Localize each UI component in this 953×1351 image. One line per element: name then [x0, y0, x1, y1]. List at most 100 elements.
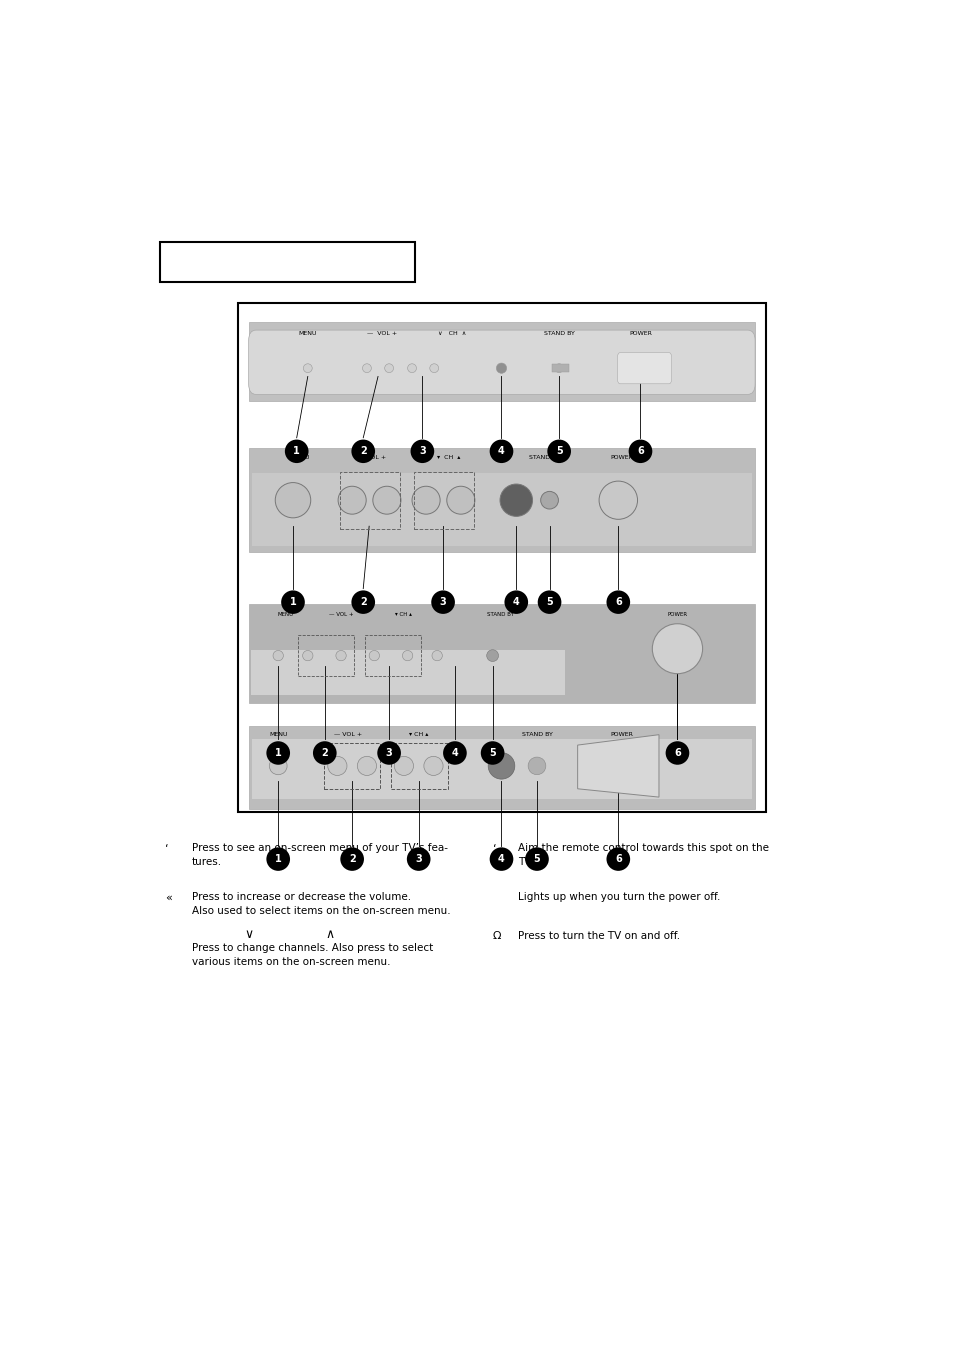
Text: 4: 4 — [451, 748, 457, 758]
Ellipse shape — [489, 439, 513, 463]
Bar — [237, 303, 765, 812]
Ellipse shape — [303, 363, 312, 373]
Text: 5: 5 — [556, 446, 562, 457]
Ellipse shape — [337, 486, 366, 515]
Ellipse shape — [432, 650, 442, 661]
Text: POWER: POWER — [667, 612, 687, 616]
Text: 3: 3 — [439, 597, 446, 607]
Text: ∧: ∧ — [325, 928, 335, 940]
Text: 5: 5 — [546, 597, 553, 607]
Ellipse shape — [528, 757, 545, 774]
Text: «: « — [165, 893, 172, 902]
Ellipse shape — [540, 492, 558, 509]
Text: 6: 6 — [637, 446, 643, 457]
Ellipse shape — [537, 590, 560, 613]
Ellipse shape — [394, 757, 413, 775]
Text: MENU: MENU — [277, 612, 294, 616]
Text: POWER: POWER — [610, 455, 633, 461]
Text: MENU: MENU — [291, 455, 310, 461]
Ellipse shape — [524, 847, 548, 871]
Text: —  VOL +: — VOL + — [355, 455, 385, 461]
Ellipse shape — [486, 650, 498, 662]
Text: POWER: POWER — [628, 331, 651, 335]
Ellipse shape — [442, 742, 466, 765]
Ellipse shape — [384, 363, 394, 373]
Text: ∨   CH  ∧: ∨ CH ∧ — [437, 331, 466, 335]
Ellipse shape — [410, 439, 434, 463]
Ellipse shape — [489, 847, 513, 871]
Ellipse shape — [406, 847, 430, 871]
Text: 1: 1 — [274, 748, 281, 758]
Text: Press to change channels. Also press to select
various items on the on-screen me: Press to change channels. Also press to … — [192, 943, 433, 967]
Text: STAND BY: STAND BY — [528, 455, 559, 461]
Text: ▾ CH ▴: ▾ CH ▴ — [409, 732, 428, 738]
Ellipse shape — [281, 590, 305, 613]
Text: 3: 3 — [415, 854, 421, 865]
Text: 5: 5 — [489, 748, 496, 758]
Text: 6: 6 — [615, 597, 621, 607]
Text: 4: 4 — [497, 854, 504, 865]
Bar — [413, 471, 474, 528]
Ellipse shape — [504, 590, 528, 613]
Ellipse shape — [275, 482, 311, 517]
Text: 2: 2 — [359, 446, 366, 457]
Text: — VOL +: — VOL + — [335, 732, 362, 738]
Text: ‘: ‘ — [165, 843, 169, 854]
Ellipse shape — [362, 363, 371, 373]
Ellipse shape — [488, 753, 515, 780]
Ellipse shape — [547, 439, 571, 463]
Text: 2: 2 — [359, 597, 366, 607]
Ellipse shape — [328, 757, 347, 775]
Text: ▾ CH ▴: ▾ CH ▴ — [395, 612, 412, 616]
Text: ▾  CH  ▴: ▾ CH ▴ — [436, 455, 459, 461]
Bar — [364, 635, 420, 677]
Text: 2: 2 — [321, 748, 328, 758]
Bar — [249, 323, 755, 401]
Ellipse shape — [269, 757, 287, 774]
Ellipse shape — [499, 484, 532, 516]
Ellipse shape — [335, 650, 346, 661]
Bar — [249, 449, 755, 553]
Polygon shape — [577, 735, 659, 797]
Ellipse shape — [357, 757, 376, 775]
Ellipse shape — [313, 742, 336, 765]
Ellipse shape — [554, 363, 563, 373]
FancyBboxPatch shape — [617, 353, 671, 384]
Ellipse shape — [598, 481, 637, 519]
Ellipse shape — [266, 742, 290, 765]
Text: STAND BY: STAND BY — [486, 612, 513, 616]
Bar — [324, 743, 380, 789]
Ellipse shape — [266, 847, 290, 871]
Ellipse shape — [407, 363, 416, 373]
Ellipse shape — [652, 624, 701, 674]
Bar — [551, 363, 568, 373]
Text: MENU: MENU — [298, 331, 316, 335]
Ellipse shape — [429, 363, 438, 373]
Text: 1: 1 — [274, 854, 281, 865]
Text: 4: 4 — [497, 446, 504, 457]
Ellipse shape — [480, 742, 504, 765]
Ellipse shape — [606, 847, 630, 871]
Bar — [252, 739, 751, 798]
Ellipse shape — [446, 486, 475, 515]
Text: —  VOL +: — VOL + — [366, 331, 396, 335]
Ellipse shape — [431, 590, 455, 613]
Text: 3: 3 — [418, 446, 425, 457]
Text: ‘: ‘ — [492, 843, 496, 854]
Ellipse shape — [496, 363, 506, 373]
Text: Ω: Ω — [492, 931, 500, 940]
Bar — [339, 471, 400, 528]
Text: 2: 2 — [349, 854, 355, 865]
Ellipse shape — [412, 486, 439, 515]
Ellipse shape — [302, 650, 313, 661]
Ellipse shape — [351, 590, 375, 613]
Text: 1: 1 — [290, 597, 296, 607]
Text: Press to turn the TV on and off.: Press to turn the TV on and off. — [518, 931, 679, 940]
Bar — [391, 743, 447, 789]
Ellipse shape — [628, 439, 652, 463]
Text: Lights up when you turn the power off.: Lights up when you turn the power off. — [518, 893, 720, 902]
Ellipse shape — [665, 742, 689, 765]
FancyBboxPatch shape — [249, 330, 755, 394]
Text: 6: 6 — [615, 854, 621, 865]
Bar — [251, 650, 564, 694]
